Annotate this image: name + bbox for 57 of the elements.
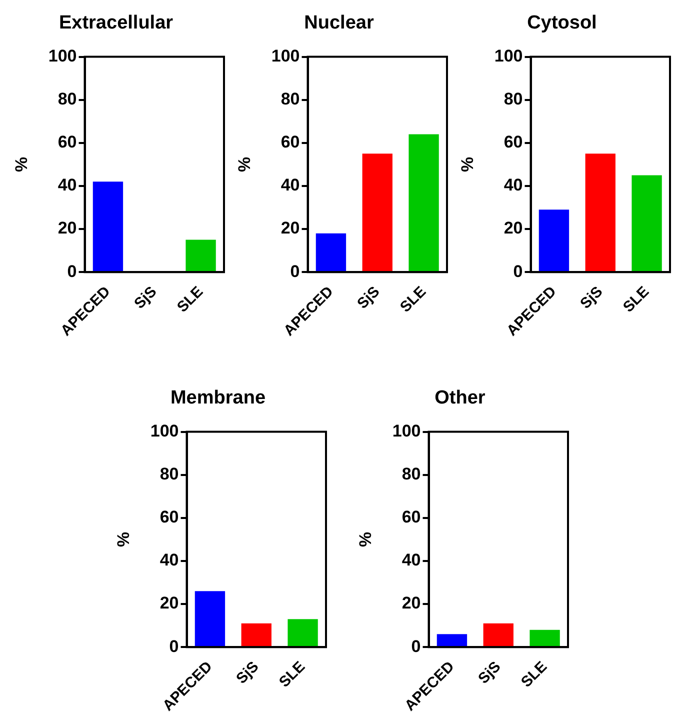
y-tick-label: 80 — [402, 464, 421, 484]
bar — [632, 175, 662, 272]
y-tick-label: 20 — [58, 218, 77, 238]
y-tick-label: 60 — [160, 508, 179, 527]
y-tick-label: 40 — [504, 176, 523, 195]
bar — [241, 623, 272, 646]
chart-title: Other — [434, 388, 486, 409]
bar — [436, 634, 468, 646]
y-tick-label: 80 — [160, 464, 179, 484]
y-tick-label: 0 — [67, 262, 77, 281]
y-axis-title: % — [356, 532, 375, 547]
x-tick-label: SjS — [354, 283, 384, 312]
bar — [530, 630, 560, 646]
y-tick-label: 0 — [411, 636, 421, 656]
bar — [194, 591, 226, 646]
y-tick-label: 100 — [150, 421, 179, 440]
y-tick-label: 80 — [280, 90, 300, 109]
x-tick-label: SjS — [577, 283, 606, 312]
y-axis-title: % — [458, 156, 477, 172]
y-tick-label: 40 — [280, 176, 300, 195]
y-tick-label: 100 — [392, 421, 421, 440]
y-tick-label: 80 — [504, 90, 523, 109]
y-tick-label: 80 — [58, 90, 77, 109]
x-tick-label: SjS — [131, 283, 160, 312]
y-tick-label: 60 — [280, 132, 300, 152]
y-tick-label: 0 — [513, 262, 523, 281]
y-tick-label: 100 — [494, 46, 523, 66]
bar — [362, 154, 392, 272]
y-tick-label: 100 — [271, 46, 300, 66]
y-tick-label: 20 — [280, 218, 300, 238]
y-tick-label: 40 — [58, 176, 77, 195]
y-tick-label: 0 — [169, 636, 179, 656]
bar — [585, 154, 616, 272]
y-tick-label: 20 — [402, 594, 421, 613]
y-tick-label: 40 — [160, 550, 179, 570]
y-tick-label: 60 — [402, 508, 421, 527]
y-axis-title: % — [114, 532, 133, 547]
y-tick-label: 20 — [504, 218, 523, 238]
bar — [316, 233, 346, 272]
chart-title: Cytosol — [527, 12, 597, 34]
y-tick-label: 20 — [160, 594, 179, 613]
bar — [288, 619, 318, 646]
y-tick-label: 60 — [58, 132, 77, 152]
chart-title: Membrane — [170, 388, 266, 409]
y-tick-label: 60 — [504, 132, 523, 152]
chart-title: Nuclear — [304, 12, 374, 34]
bar — [538, 210, 570, 272]
x-tick-label: SjS — [475, 658, 504, 688]
y-tick-label: 40 — [402, 550, 421, 570]
bar — [408, 134, 439, 272]
y-axis-title: % — [234, 156, 254, 172]
bar — [483, 623, 514, 646]
y-tick-label: 0 — [290, 262, 300, 281]
y-tick-label: 100 — [48, 46, 77, 66]
y-axis-title: % — [12, 156, 31, 172]
x-tick-label: SjS — [233, 658, 262, 688]
chart-title: Extracellular — [58, 12, 174, 34]
